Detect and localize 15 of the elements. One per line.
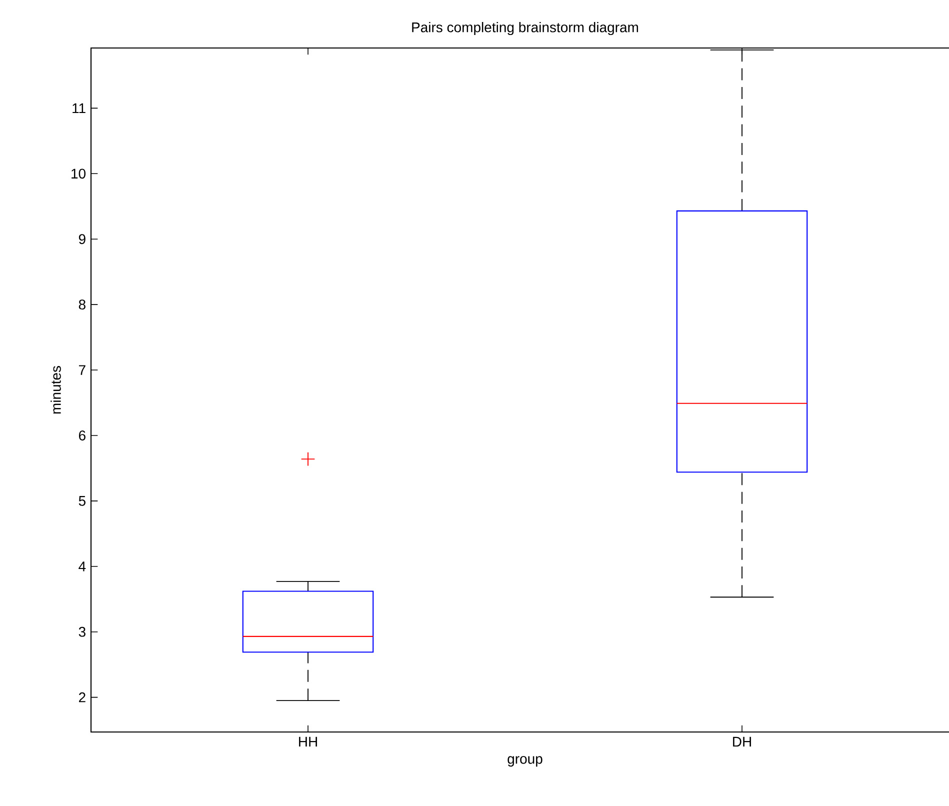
y-tick-label: 10 — [72, 168, 86, 179]
y-axis-title: minutes — [50, 366, 61, 414]
y-tick-label: 8 — [78, 300, 86, 310]
y-tick-label: 7 — [79, 365, 86, 375]
y-tick-label: 11 — [72, 103, 86, 114]
x-tick-label: HH — [299, 736, 317, 747]
y-tick-label: 2 — [79, 692, 86, 702]
x-tick-label: DH — [733, 736, 751, 747]
chart-title: Pairs completing brainstorm diagram — [412, 22, 638, 36]
y-tick-label: 5 — [78, 496, 86, 506]
y-tick-label: 9 — [78, 234, 86, 244]
y-tick-label: 4 — [78, 562, 86, 572]
y-tick-label: 3 — [78, 626, 86, 637]
y-tick-label: 6 — [79, 430, 86, 440]
x-axis-title: group — [508, 756, 542, 767]
